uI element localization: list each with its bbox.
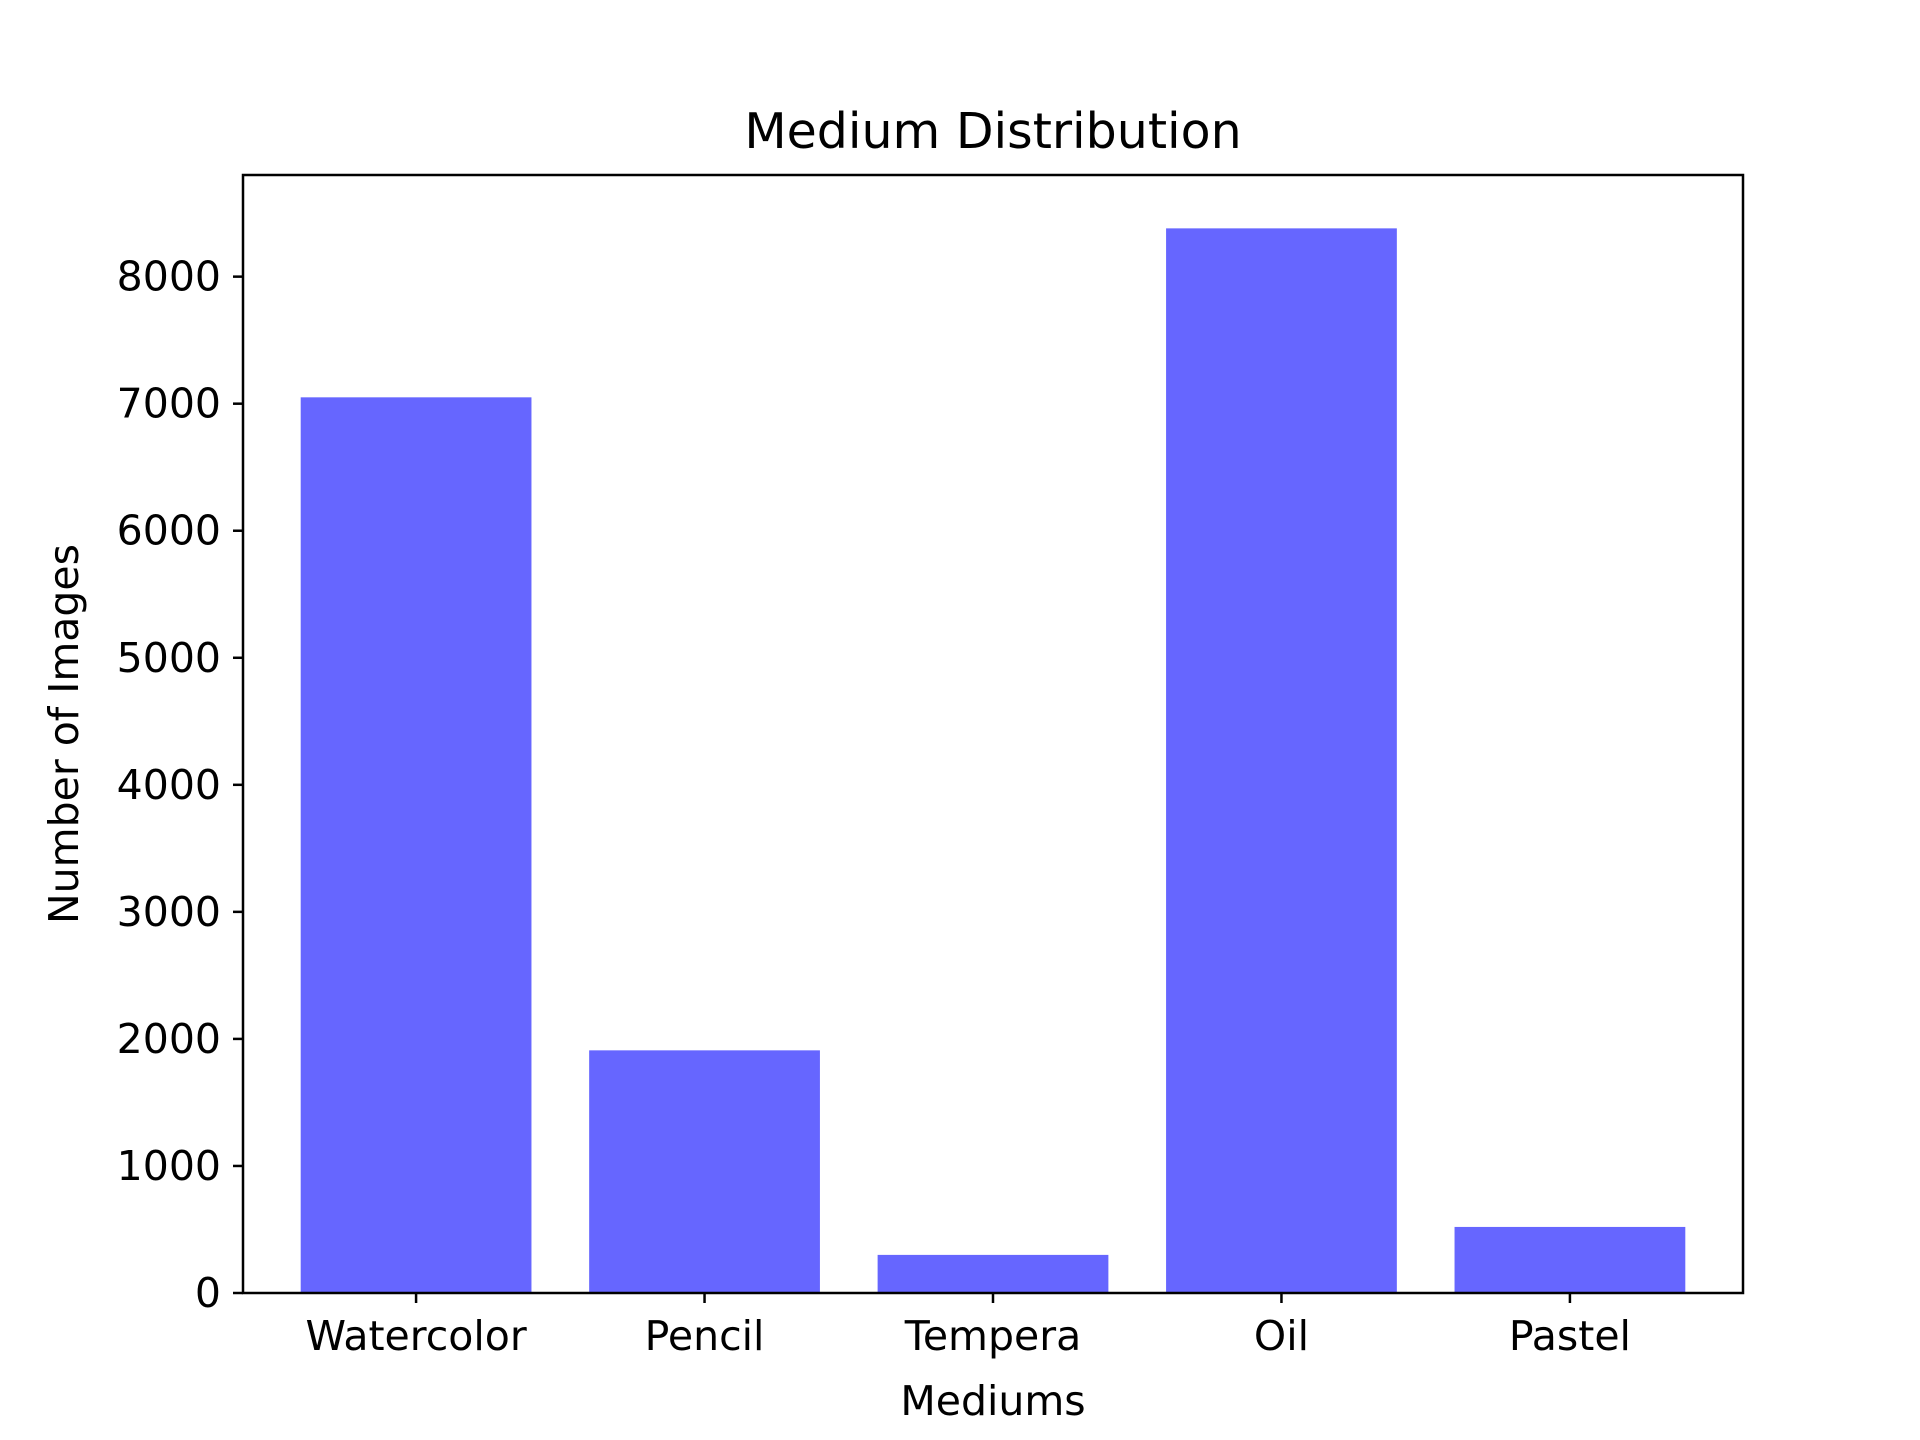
bar-pencil <box>589 1050 820 1293</box>
y-tick-label: 7000 <box>117 380 221 428</box>
plot-frame <box>241 173 1745 1295</box>
x-tick-label-pastel: Pastel <box>1509 1312 1631 1360</box>
x-tick-label-watercolor: Watercolor <box>305 1312 526 1360</box>
y-tick-label: 8000 <box>117 253 221 301</box>
bar-tempera <box>877 1254 1109 1293</box>
x-axis-title: Mediums <box>900 1377 1085 1425</box>
bar-pastel <box>1454 1226 1686 1293</box>
x-axis-ticks: Watercolor Pencil Tempera Oil Pastel <box>305 1293 1631 1360</box>
y-tick-label: 3000 <box>117 888 221 936</box>
y-tick-label: 5000 <box>117 634 221 682</box>
bar-oil <box>1166 228 1397 1293</box>
bars-group <box>300 228 1686 1293</box>
chart-title: Medium Distribution <box>744 103 1241 160</box>
x-tick-label-pencil: Pencil <box>645 1312 765 1360</box>
y-tick-label: 6000 <box>117 507 221 555</box>
y-tick-label: 1000 <box>117 1142 221 1190</box>
y-tick-label: 2000 <box>117 1015 221 1063</box>
x-tick-label-oil: Oil <box>1254 1312 1309 1360</box>
y-tick-label: 0 <box>195 1269 221 1317</box>
x-tick-label-tempera: Tempera <box>904 1312 1081 1360</box>
y-axis-title: Number of Images <box>40 544 88 924</box>
y-axis-ticks: 0 1000 2000 3000 4000 5000 6000 7000 8000 <box>117 253 243 1317</box>
y-tick-label: 4000 <box>117 761 221 809</box>
bar-watercolor <box>300 397 532 1293</box>
